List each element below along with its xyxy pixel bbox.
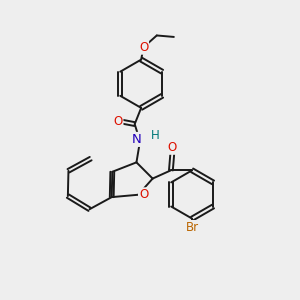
Text: O: O [168,141,177,154]
Text: O: O [113,115,122,128]
Text: Br: Br [185,221,199,234]
Text: O: O [139,41,148,54]
Text: N: N [132,133,141,146]
Text: H: H [151,129,160,142]
Text: O: O [139,188,148,201]
